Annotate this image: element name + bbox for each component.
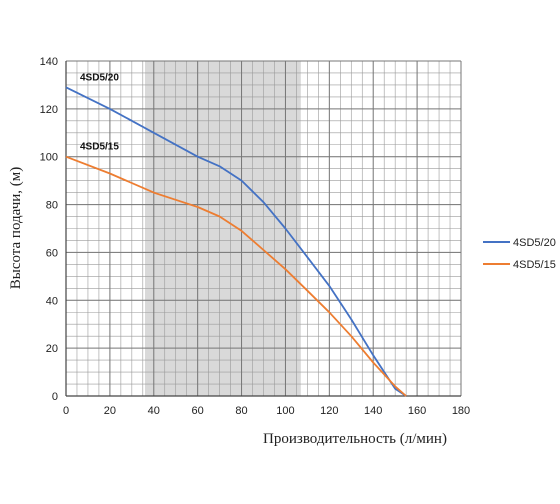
y-tick-label: 40 [46, 295, 58, 307]
x-tick-label: 0 [63, 405, 69, 417]
y-tick-label: 80 [46, 200, 58, 212]
y-tick-label: 0 [52, 391, 58, 403]
x-tick-label: 20 [104, 405, 116, 417]
legend-label-2: 4SD5/15 [513, 259, 556, 271]
x-tick-label: 40 [148, 405, 160, 417]
y-tick-label: 120 [40, 104, 58, 116]
x-tick-label: 60 [192, 405, 204, 417]
x-tick-label: 80 [235, 405, 247, 417]
y-tick-label: 140 [40, 56, 58, 68]
legend-label-1: 4SD5/20 [513, 237, 556, 249]
y-tick-label: 20 [46, 343, 58, 355]
y-tick-label: 60 [46, 247, 58, 259]
curve-label-1: 4SD5/20 [80, 72, 119, 83]
x-tick-label: 120 [320, 405, 338, 417]
y-tick-label: 100 [40, 152, 58, 164]
curve-label-2: 4SD5/15 [80, 142, 119, 153]
y-axis-title: Высота подачи, (м) [8, 167, 24, 290]
x-tick-label: 180 [452, 405, 470, 417]
x-tick-label: 100 [276, 405, 294, 417]
x-tick-label: 140 [364, 405, 382, 417]
series-line-1 [65, 86, 407, 397]
series-line-2 [65, 155, 407, 397]
x-axis-title: Производительность (л/мин) [263, 431, 447, 447]
x-tick-label: 160 [408, 405, 426, 417]
